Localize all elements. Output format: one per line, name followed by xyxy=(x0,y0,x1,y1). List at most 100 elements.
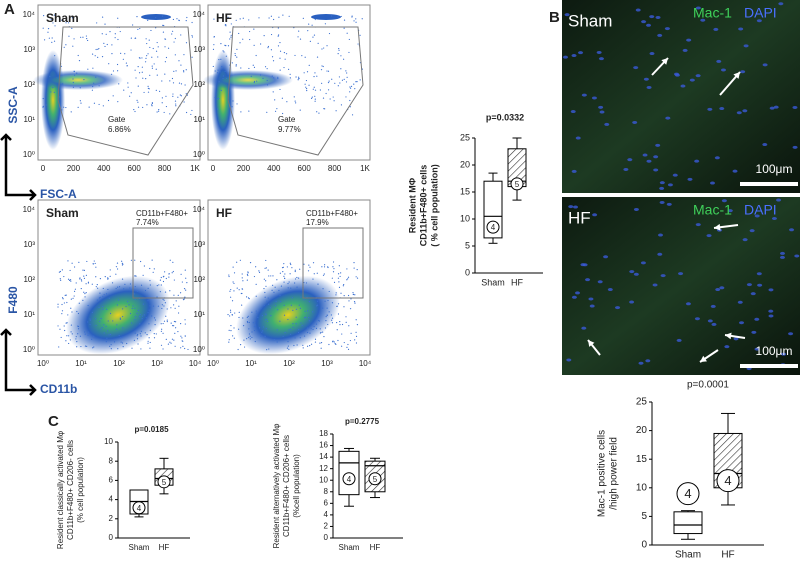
dot xyxy=(216,72,219,74)
dot xyxy=(300,322,302,324)
y-tick-label: 8 xyxy=(109,456,114,465)
dot xyxy=(156,111,158,113)
dot xyxy=(287,308,289,310)
dot xyxy=(220,58,222,60)
dot xyxy=(345,96,347,98)
dot xyxy=(180,34,182,36)
nucleus xyxy=(700,18,706,22)
dot xyxy=(82,269,84,271)
dot xyxy=(277,76,279,78)
dot xyxy=(102,287,104,290)
dot xyxy=(355,276,357,278)
dot xyxy=(248,336,250,339)
dot xyxy=(173,320,176,323)
dot xyxy=(271,75,273,77)
nucleus xyxy=(678,272,684,276)
dot xyxy=(145,317,147,319)
y-tick-label: 25 xyxy=(460,132,470,142)
dot xyxy=(147,91,150,93)
dot xyxy=(87,304,89,307)
dot xyxy=(313,273,315,275)
nucleus xyxy=(714,156,720,160)
dot xyxy=(173,70,175,72)
dot xyxy=(307,270,310,272)
dot xyxy=(112,95,114,97)
dot xyxy=(271,56,274,58)
dot xyxy=(269,307,271,309)
dot xyxy=(312,311,314,313)
nucleus xyxy=(746,283,752,287)
dot xyxy=(123,89,125,91)
dot xyxy=(313,34,316,36)
dot xyxy=(305,88,308,90)
dot xyxy=(73,290,76,292)
dot xyxy=(295,76,297,78)
x-tick-label: HF xyxy=(511,277,523,287)
dot xyxy=(246,320,249,323)
y-tick-label: 0 xyxy=(465,267,470,277)
dot xyxy=(267,45,270,48)
dot xyxy=(270,315,272,317)
dot xyxy=(283,263,285,265)
dot xyxy=(299,109,301,111)
dot xyxy=(228,341,230,343)
dot xyxy=(146,104,148,106)
dot xyxy=(253,329,256,332)
dot xyxy=(246,279,248,281)
dot xyxy=(356,269,358,271)
dot xyxy=(93,82,95,84)
gate xyxy=(227,26,364,156)
dot xyxy=(263,35,265,37)
dot xyxy=(151,65,153,67)
nucleus xyxy=(674,73,680,77)
dot xyxy=(277,309,279,311)
n-circle xyxy=(486,220,500,234)
dot xyxy=(355,21,357,23)
dot xyxy=(287,345,289,347)
dot xyxy=(222,50,224,52)
panel-label: C xyxy=(48,413,59,430)
dot xyxy=(72,78,74,80)
dot xyxy=(87,334,89,336)
dot xyxy=(331,277,333,279)
nucleus xyxy=(659,200,665,204)
dot xyxy=(321,266,323,268)
dot xyxy=(85,283,87,285)
dot xyxy=(69,269,71,272)
dot xyxy=(155,27,157,29)
x-tick-label: 10³ xyxy=(321,359,333,368)
nucleus xyxy=(664,27,670,31)
dot xyxy=(151,315,153,317)
dot xyxy=(322,65,324,68)
dot xyxy=(175,103,177,105)
dot xyxy=(338,76,341,78)
dot xyxy=(249,262,252,264)
dot xyxy=(298,77,300,80)
box xyxy=(673,511,703,535)
dot xyxy=(86,260,88,263)
dot xyxy=(71,27,73,29)
dot xyxy=(347,343,349,346)
dot xyxy=(289,262,291,264)
dot xyxy=(109,31,111,33)
dot xyxy=(231,314,233,316)
y-tick-label: 10² xyxy=(23,275,35,284)
x-tick-label: HF xyxy=(370,543,381,552)
dot xyxy=(132,305,134,307)
dot xyxy=(276,341,278,343)
dot xyxy=(310,343,313,345)
dot xyxy=(140,348,142,350)
x-tick-label: 600 xyxy=(128,164,142,173)
dot xyxy=(56,77,58,79)
x-tick-label: 10⁴ xyxy=(189,359,202,368)
nucleus xyxy=(754,214,760,218)
dot xyxy=(184,269,186,271)
nucleus xyxy=(768,309,774,313)
dot xyxy=(283,66,285,69)
dot xyxy=(148,323,150,325)
dot xyxy=(213,35,215,38)
nucleus xyxy=(629,300,635,304)
dot xyxy=(65,294,67,296)
